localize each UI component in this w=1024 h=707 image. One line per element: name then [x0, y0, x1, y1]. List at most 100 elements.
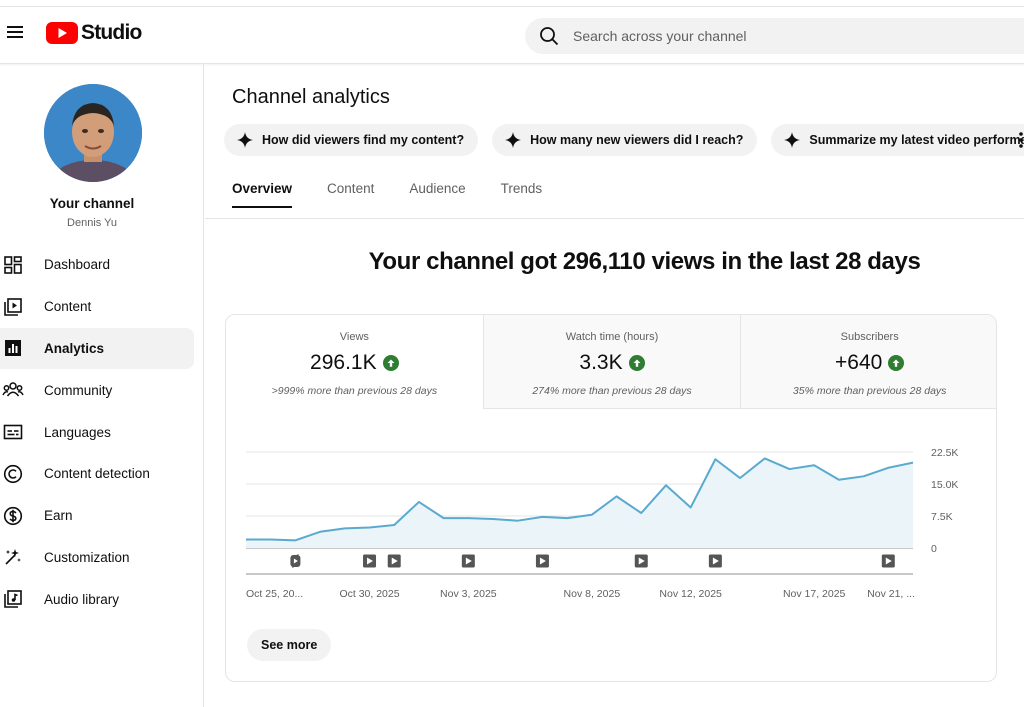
metric-note: 35% more than previous 28 days	[792, 385, 947, 397]
sidebar-nav: Dashboard Content Analytics Community La…	[0, 244, 194, 620]
sidebar-item-content[interactable]: Content	[0, 286, 194, 328]
metric-label: Watch time (hours)	[565, 331, 659, 343]
content-icon	[1, 295, 25, 319]
channel-name: Dennis Yu	[67, 217, 117, 229]
sparkle-icon	[237, 132, 253, 148]
tabs-divider	[205, 218, 1024, 219]
metric-note: >999% more than previous 28 days	[271, 385, 438, 397]
audio-library-icon	[1, 587, 25, 611]
sidebar-item-label: Dashboard	[44, 257, 111, 273]
chip-new-viewers-reach[interactable]: How many new viewers did I reach?	[492, 124, 758, 156]
y-tick-label: 7.5K	[931, 511, 953, 523]
video-play-icon[interactable]	[708, 554, 722, 568]
chip-summarize-video[interactable]: Summarize my latest video performance	[771, 124, 1024, 156]
video-play-icon[interactable]	[535, 554, 549, 568]
metric-value-row: 3.3K	[484, 351, 741, 375]
see-more-button[interactable]: See more	[247, 629, 332, 661]
copyright-icon	[1, 462, 25, 486]
sidebar: Your channel Dennis Yu Dashboard Content…	[0, 64, 204, 707]
video-play-icon[interactable]	[461, 554, 475, 568]
tab-audience[interactable]: Audience	[409, 181, 466, 196]
search-bar[interactable]	[525, 18, 1024, 54]
metric-subscribers[interactable]: Subscribers +640 35% more than previous …	[740, 315, 996, 409]
x-tick-label: Nov 8, 2025	[564, 588, 621, 600]
shorts-icon[interactable]	[290, 554, 301, 568]
sparkle-icon	[784, 132, 801, 148]
top-border	[0, 6, 1024, 7]
video-play-icon[interactable]	[634, 554, 648, 568]
search-icon[interactable]	[539, 26, 559, 46]
x-tick-label: Nov 21, ...	[867, 588, 915, 600]
series-line-views	[246, 457, 914, 542]
chip-label: Summarize my latest video performance	[809, 133, 1024, 147]
search-input[interactable]	[573, 28, 973, 44]
dollar-icon	[1, 504, 25, 528]
x-tick-label: Oct 25, 20...	[246, 588, 303, 600]
metric-tabs: Views 296.1K >999% more than previous 28…	[226, 315, 996, 409]
top-bar: Studio	[0, 7, 1024, 64]
y-tick-label: 22.5K	[931, 447, 958, 459]
sidebar-item-label: Content	[44, 299, 92, 315]
tab-trends[interactable]: Trends	[500, 181, 543, 196]
dashboard-icon	[1, 253, 25, 277]
sidebar-item-audio-library[interactable]: Audio library	[0, 578, 194, 620]
metric-views[interactable]: Views 296.1K >999% more than previous 28…	[226, 315, 483, 409]
logo-text: Studio	[81, 21, 142, 44]
views-headline-text: Your channel got 296,110 views in the la…	[368, 248, 921, 275]
magic-wand-icon	[1, 545, 25, 569]
studio-logo[interactable]: Studio	[46, 21, 142, 45]
sparkle-icon	[505, 132, 522, 148]
sidebar-item-customization[interactable]: Customization	[0, 537, 194, 579]
metric-value: 3.3K	[579, 351, 623, 374]
y-tick-label: 15.0K	[931, 479, 958, 491]
page-title: Channel analytics	[232, 86, 390, 108]
metric-label: Subscribers	[840, 331, 899, 343]
sidebar-item-label: Content detection	[44, 466, 150, 482]
sidebar-item-community[interactable]: Community	[0, 369, 194, 411]
arrow-up-icon	[628, 355, 645, 371]
community-icon	[1, 378, 25, 402]
analytics-tabs: Overview Content Audience Trends	[232, 181, 542, 208]
menu-icon[interactable]	[4, 21, 26, 43]
sidebar-item-languages[interactable]: Languages	[0, 411, 194, 453]
metric-value: 296.1K	[310, 351, 377, 374]
sidebar-item-dashboard[interactable]: Dashboard	[0, 244, 194, 286]
arrow-up-icon	[382, 355, 399, 371]
views-headline: Your channel got 296,110 views in the la…	[205, 248, 1024, 276]
ask-chips: How did viewers find my content? How man…	[224, 124, 1024, 156]
video-play-icon[interactable]	[881, 554, 895, 568]
more-options-icon[interactable]	[1017, 130, 1024, 150]
metric-label: Views	[339, 331, 369, 343]
avatar[interactable]	[44, 84, 142, 182]
x-tick-label: Nov 17, 2025	[783, 588, 846, 600]
sidebar-item-label: Customization	[44, 549, 130, 565]
metric-value: +640	[835, 351, 883, 374]
sidebar-item-label: Earn	[44, 508, 73, 524]
youtube-logo-icon	[46, 22, 78, 44]
sidebar-item-analytics[interactable]: Analytics	[0, 327, 194, 370]
subtitles-icon	[1, 420, 25, 444]
chip-label: How many new viewers did I reach?	[530, 133, 744, 147]
sidebar-item-content-detection[interactable]: Content detection	[0, 453, 194, 495]
overview-card: Views 296.1K >999% more than previous 28…	[225, 314, 997, 682]
video-play-icon[interactable]	[363, 554, 377, 568]
channel-title: Your channel	[49, 196, 135, 211]
x-tick-label: Nov 12, 2025	[659, 588, 722, 600]
analytics-icon	[1, 336, 25, 360]
tab-overview[interactable]: Overview	[232, 181, 293, 208]
x-tick-label: Oct 30, 2025	[339, 588, 399, 600]
sidebar-item-label: Community	[44, 382, 113, 398]
metric-value-row: +640	[741, 351, 996, 375]
video-play-icon[interactable]	[387, 554, 401, 568]
metric-watch-time[interactable]: Watch time (hours) 3.3K 274% more than p…	[482, 315, 741, 409]
sidebar-item-earn[interactable]: Earn	[0, 495, 194, 537]
chip-label: How did viewers find my content?	[262, 133, 465, 147]
tab-content[interactable]: Content	[327, 181, 375, 196]
x-tick-label: Nov 3, 2025	[440, 588, 497, 600]
arrow-up-icon	[888, 355, 905, 371]
sidebar-item-label: Analytics	[44, 340, 105, 356]
series-area	[246, 458, 913, 548]
sidebar-item-label: Audio library	[44, 591, 120, 607]
y-tick-label: 0	[931, 543, 937, 555]
chip-viewers-find-content[interactable]: How did viewers find my content?	[224, 124, 479, 156]
